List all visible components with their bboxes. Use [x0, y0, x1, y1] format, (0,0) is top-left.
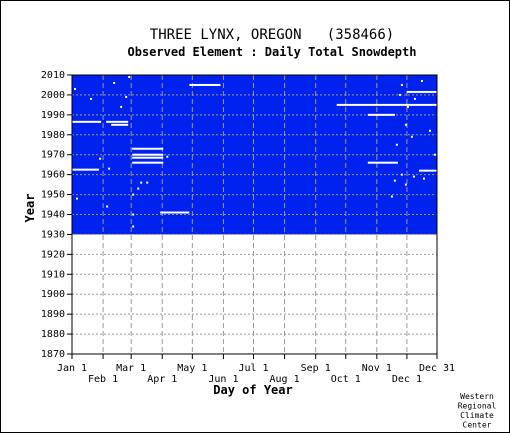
- missing-data-segment: [132, 147, 164, 150]
- missing-data-segment: [72, 168, 100, 171]
- x-tick-label: Apr 1: [147, 374, 177, 385]
- missing-data-point: [395, 143, 398, 146]
- missing-data-point: [128, 75, 131, 78]
- missing-data-segment: [111, 123, 129, 126]
- y-tick-label: 1890: [41, 309, 65, 320]
- missing-data-point: [108, 167, 111, 170]
- missing-data-point: [433, 153, 436, 156]
- missing-data-segment: [406, 90, 438, 93]
- x-tick-label: Oct 1: [331, 374, 361, 385]
- missing-data-segment: [132, 213, 135, 216]
- y-tick-label: 1980: [41, 130, 65, 141]
- missing-data-point: [420, 79, 423, 82]
- credit-line: Climate: [460, 411, 494, 420]
- missing-data-segment: [160, 211, 190, 214]
- missing-data-segment: [189, 83, 221, 86]
- credit-line: Regional: [458, 402, 497, 411]
- missing-data-segment: [132, 153, 164, 156]
- x-tick-label: Feb 1: [88, 374, 118, 385]
- credit-line: Western: [460, 392, 494, 401]
- missing-data-segment: [72, 120, 102, 123]
- x-tick-label: Aug 1: [270, 374, 300, 385]
- missing-data-point: [428, 129, 431, 132]
- y-tick-label: 1940: [41, 210, 65, 221]
- x-tick-label: Jun 1: [208, 374, 238, 385]
- missing-data-segment: [132, 225, 135, 228]
- x-tick-label: Dec 31: [419, 363, 455, 374]
- missing-data-point: [413, 97, 416, 100]
- missing-data-point: [406, 105, 409, 108]
- missing-data-point: [398, 93, 401, 96]
- x-axis-label: Day of Year: [213, 383, 292, 397]
- chart-title: THREE LYNX, OREGON (358466): [150, 27, 394, 43]
- credit-line: Center: [463, 421, 492, 430]
- missing-data-segment: [418, 169, 438, 172]
- y-tick-label: 1990: [41, 110, 65, 121]
- missing-data-segment: [132, 161, 164, 164]
- missing-data-point: [106, 205, 109, 208]
- missing-data-point: [390, 195, 393, 198]
- data-coverage-block: [72, 75, 437, 235]
- y-tick-label: 1880: [41, 329, 65, 340]
- missing-data-segment: [106, 120, 129, 123]
- missing-data-point: [404, 183, 407, 186]
- missing-data-point: [412, 175, 415, 178]
- missing-data-point: [137, 187, 140, 190]
- plot-area: [71, 74, 438, 355]
- missing-data-point: [99, 157, 102, 160]
- x-tick-label: Sep 1: [301, 363, 331, 374]
- missing-data-point: [76, 197, 79, 200]
- y-tick-label: 1870: [41, 349, 65, 360]
- y-tick-label: 1920: [41, 249, 65, 260]
- x-tick-label: May 1: [177, 363, 207, 374]
- missing-data-point: [90, 97, 93, 100]
- missing-data-point: [140, 181, 143, 184]
- missing-data-point: [393, 179, 396, 182]
- missing-data-point: [113, 81, 116, 84]
- missing-data-point: [125, 95, 128, 98]
- axis-ticks: 1870 1880 1890 1900 1910 1920 1930 1940 1950 1960…: [41, 70, 455, 385]
- missing-data-segment: [132, 156, 164, 159]
- missing-data-point: [400, 173, 403, 176]
- y-tick-label: 1950: [41, 190, 65, 201]
- y-tick-label: 1900: [41, 289, 65, 300]
- missing-data-point: [74, 87, 77, 90]
- missing-data-segment: [367, 113, 395, 116]
- y-tick-label: 2010: [41, 70, 65, 81]
- missing-data-segment: [132, 193, 135, 196]
- x-tick-label: Jan 1: [57, 363, 87, 374]
- missing-data-point: [410, 135, 413, 138]
- missing-data-point: [166, 155, 169, 158]
- missing-data-point: [120, 105, 123, 108]
- missing-data-point: [146, 181, 149, 184]
- y-tick-label: 1970: [41, 150, 65, 161]
- y-tick-label: 1930: [41, 229, 65, 240]
- x-tick-label: Jul 1: [238, 363, 268, 374]
- chart-subtitle: Observed Element : Daily Total Snowdepth: [128, 45, 417, 59]
- x-tick-label: Dec 1: [392, 374, 422, 385]
- y-axis-label: Year: [23, 194, 37, 223]
- missing-data-segment: [367, 161, 398, 164]
- y-tick-label: 1910: [41, 269, 65, 280]
- missing-data-point: [400, 83, 403, 86]
- y-tick-label: 2000: [41, 90, 65, 101]
- x-tick-label: Nov 1: [362, 363, 392, 374]
- y-tick-label: 1960: [41, 170, 65, 181]
- missing-data-point: [404, 123, 407, 126]
- missing-data-segment: [336, 103, 438, 106]
- missing-data-point: [422, 177, 425, 180]
- x-tick-label: Mar 1: [116, 363, 146, 374]
